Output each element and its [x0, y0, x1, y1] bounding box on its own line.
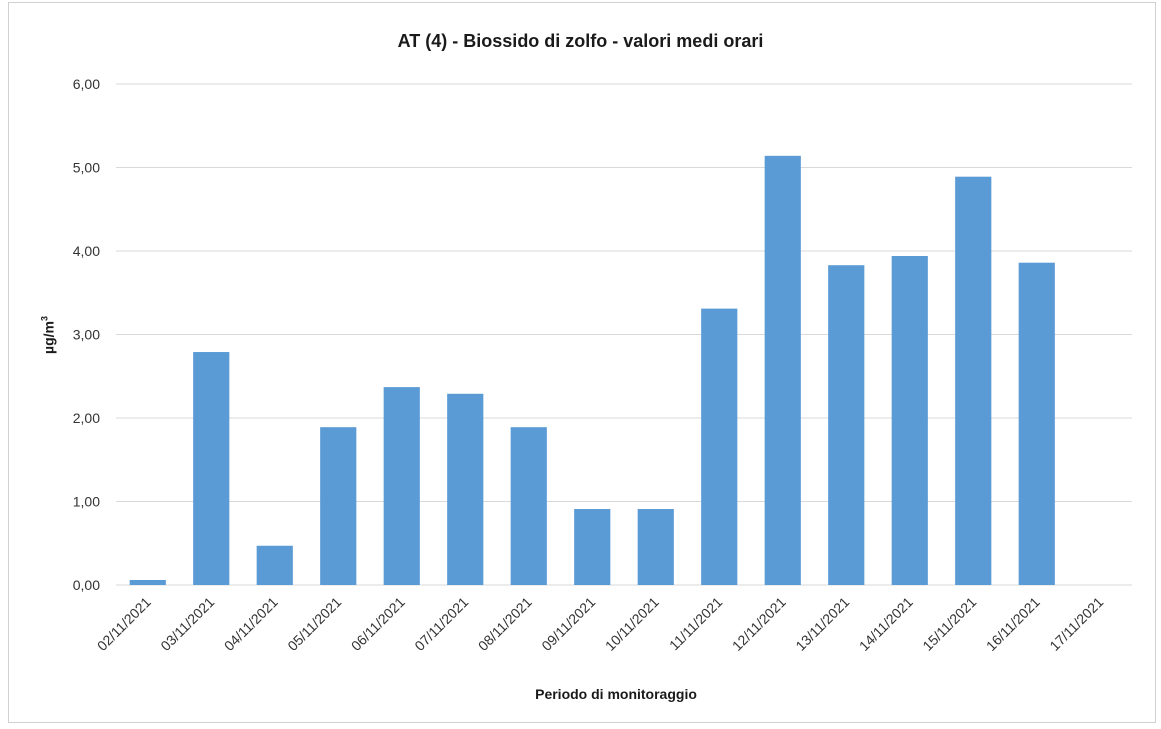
x-tick-label: 05/11/2021 — [284, 594, 344, 654]
bar — [256, 545, 293, 585]
x-tick-label: 15/11/2021 — [919, 594, 979, 654]
bar — [701, 308, 738, 585]
bar — [955, 176, 992, 585]
x-tick-label: 08/11/2021 — [475, 594, 535, 654]
y-tick-label: 3,00 — [73, 327, 100, 343]
x-tick-label: 09/11/2021 — [538, 594, 598, 654]
y-tick-label: 2,00 — [73, 410, 100, 426]
bar — [510, 427, 547, 585]
bar — [891, 256, 928, 585]
chart-title: AT (4) - Biossido di zolfo - valori medi… — [397, 31, 764, 51]
bar — [574, 509, 611, 585]
x-tick-label: 07/11/2021 — [411, 594, 471, 654]
x-tick-label: 16/11/2021 — [983, 594, 1043, 654]
y-tick-label: 5,00 — [73, 160, 100, 176]
x-tick-label: 03/11/2021 — [157, 594, 217, 654]
y-tick-label: 6,00 — [73, 76, 100, 92]
bar — [129, 579, 166, 585]
x-tick-label: 02/11/2021 — [94, 594, 154, 654]
bar — [320, 427, 357, 585]
x-tick-label: 17/11/2021 — [1046, 594, 1106, 654]
x-tick-label: 14/11/2021 — [856, 594, 916, 654]
y-tick-label: 4,00 — [73, 243, 100, 259]
x-tick-label: 11/11/2021 — [666, 594, 726, 654]
y-tick-label: 0,00 — [73, 577, 100, 593]
bar — [383, 387, 420, 585]
x-tick-label: 12/11/2021 — [729, 594, 789, 654]
x-axis-label: Periodo di monitoraggio — [535, 686, 697, 702]
x-tick-label: 13/11/2021 — [792, 594, 852, 654]
bar — [637, 509, 674, 585]
y-tick-label: 1,00 — [73, 494, 100, 510]
bar — [447, 393, 484, 585]
bar — [1018, 262, 1055, 585]
x-tick-label: 06/11/2021 — [348, 594, 408, 654]
x-tick-label: 04/11/2021 — [221, 594, 281, 654]
x-tick-label: 10/11/2021 — [602, 594, 662, 654]
bar — [828, 265, 865, 585]
bar — [193, 352, 230, 585]
bar — [764, 155, 801, 585]
